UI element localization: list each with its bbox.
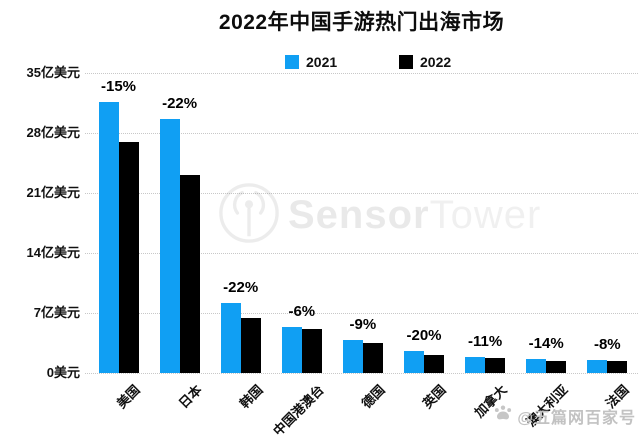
bar-2022-法国: [607, 361, 628, 373]
gridline-14: [85, 253, 638, 254]
legend-swatch-2021: [285, 55, 299, 69]
bar-2022-德国: [362, 343, 383, 373]
pct-change-label: -14%: [528, 335, 564, 353]
legend-item-2021: 2021: [285, 54, 337, 70]
legend-item-2022: 2022: [399, 54, 451, 70]
pct-change-label: -6%: [288, 302, 316, 320]
pct-change-label: -8%: [593, 336, 621, 354]
gridline-0: [85, 373, 638, 374]
bar-2021-法国: [587, 360, 608, 373]
y-axis-tick-label: 7亿美元: [33, 305, 80, 320]
x-axis-label-德国: 德国: [358, 382, 388, 412]
x-axis-label-中国港澳台: 中国港澳台: [269, 382, 327, 439]
bar-2021-澳大利亚: [526, 359, 547, 373]
y-axis-tick-label: 21亿美元: [26, 185, 80, 200]
y-axis-tick-label: 35亿美元: [26, 65, 80, 80]
x-axis-label-法国: 法国: [603, 382, 633, 412]
pct-change-label: -22%: [162, 95, 198, 113]
bar-2022-美国: [118, 142, 139, 373]
chart-title: 2022年中国手游热门出海市场: [218, 11, 505, 34]
bar-2021-德国: [342, 339, 363, 373]
gridline-35: [85, 73, 638, 74]
x-axis-label-韩国: 韩国: [236, 382, 266, 412]
bar-2022-韩国: [240, 318, 261, 373]
x-axis-label-加拿大: 加拿大: [471, 382, 510, 421]
pct-change-label: -22%: [223, 278, 259, 296]
x-axis-label-美国: 美国: [114, 382, 144, 412]
y-axis-tick-label: 0美元: [46, 365, 80, 380]
x-axis-label-英国: 英国: [419, 382, 449, 412]
x-axis-label-澳大利亚: 澳大利亚: [523, 382, 571, 430]
pct-change-label: -11%: [467, 332, 503, 350]
pct-change-label: -15%: [100, 78, 137, 96]
legend-swatch-2022: [399, 55, 413, 69]
bar-2022-英国: [424, 355, 444, 373]
gridline-21: [85, 193, 638, 194]
bar-2022-澳大利亚: [546, 361, 567, 373]
pct-change-label: -20%: [406, 326, 442, 344]
gridline-28: [85, 133, 638, 134]
y-axis-tick-label: 28亿美元: [26, 125, 80, 140]
bar-2021-中国港澳台: [281, 326, 302, 373]
bar-2021-加拿大: [465, 356, 486, 373]
legend-label: 2021: [306, 54, 338, 70]
bar-2022-中国港澳台: [301, 329, 322, 373]
gridline-7: [85, 313, 638, 314]
bar-2021-英国: [404, 350, 424, 373]
bar-2021-韩国: [220, 302, 241, 373]
bar-2022-日本: [179, 175, 200, 373]
bar-2022-加拿大: [485, 358, 506, 373]
pct-change-label: -9%: [349, 315, 377, 333]
y-axis-tick-label: 14亿美元: [26, 245, 80, 260]
bar-2021-美国: [98, 102, 119, 373]
x-axis-label-日本: 日本: [175, 382, 205, 412]
legend-label: 2022: [420, 54, 452, 70]
bar-2021-日本: [159, 119, 180, 373]
